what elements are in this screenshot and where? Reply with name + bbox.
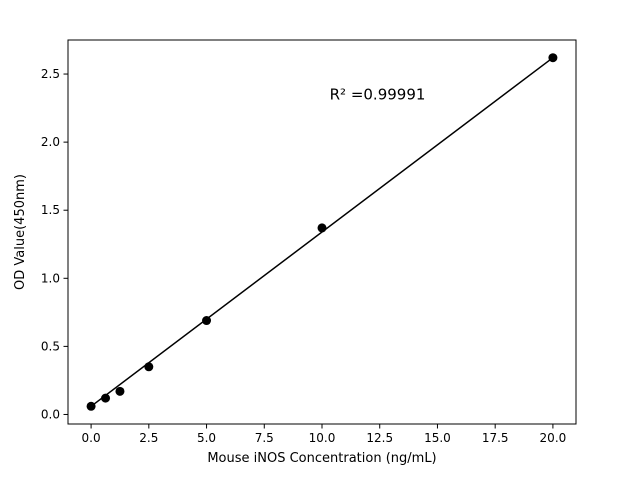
y-axis-label: OD Value(450nm) — [13, 174, 28, 290]
x-tick-label: 20.0 — [540, 431, 567, 445]
x-tick-label: 17.5 — [482, 431, 509, 445]
x-tick-label: 0.0 — [82, 431, 101, 445]
x-axis-label: Mouse iNOS Concentration (ng/mL) — [207, 451, 436, 466]
y-tick-label: 1.0 — [41, 271, 60, 285]
x-tick-label: 15.0 — [424, 431, 451, 445]
y-tick-label: 0.5 — [41, 339, 60, 353]
x-tick-label: 5.0 — [197, 431, 216, 445]
y-tick-label: 1.5 — [41, 203, 60, 217]
data-point — [548, 53, 558, 63]
data-point — [86, 401, 96, 411]
y-tick-label: 0.0 — [41, 407, 60, 421]
data-point — [202, 316, 212, 326]
x-tick-label: 7.5 — [255, 431, 274, 445]
data-point — [101, 393, 111, 403]
r-squared-annotation: R² =0.99991 — [330, 86, 426, 104]
data-point — [317, 223, 327, 233]
y-tick-label: 2.5 — [41, 67, 60, 81]
x-tick-label: 12.5 — [366, 431, 393, 445]
y-tick-label: 2.0 — [41, 135, 60, 149]
data-point — [144, 362, 154, 372]
x-tick-label: 2.5 — [139, 431, 158, 445]
x-tick-label: 10.0 — [309, 431, 336, 445]
data-point — [115, 386, 125, 396]
